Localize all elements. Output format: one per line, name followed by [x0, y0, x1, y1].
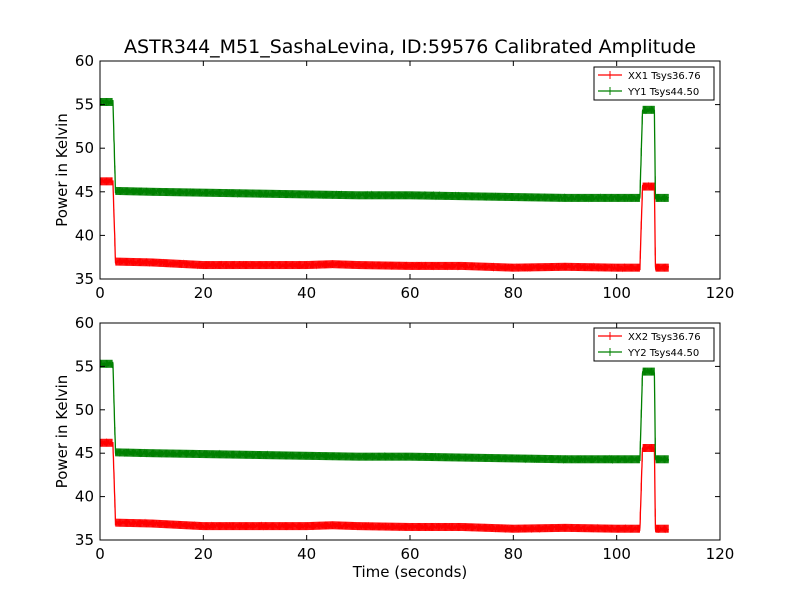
x-tick-label: 80 [504, 545, 523, 563]
y-tick-label: 35 [75, 531, 94, 549]
x-tick-label: 40 [297, 284, 316, 302]
x-tick-label: 80 [504, 284, 523, 302]
x-tick-label: 20 [194, 284, 213, 302]
y-tick-label: 50 [75, 401, 94, 419]
series-markers-1 [100, 177, 669, 272]
legend-label: XX2 Tsys36.76 [628, 332, 701, 343]
plot-area-traces [100, 97, 669, 273]
series-markers-1 [100, 438, 669, 533]
y-axis-label: Power in Kelvin [53, 375, 71, 489]
legend-label: YY2 Tsys44.50 [627, 348, 699, 359]
x-tick-label: 100 [602, 545, 631, 563]
plot-area-traces [100, 359, 669, 534]
y-tick-label: 40 [75, 488, 94, 506]
legend-box [593, 66, 715, 101]
x-axis-label: Time (seconds) [352, 563, 468, 581]
x-tick-label: 120 [706, 545, 735, 563]
x-tick-label: 100 [602, 284, 631, 302]
y-tick-label: 35 [75, 270, 94, 288]
x-tick-label: 60 [400, 545, 419, 563]
y-tick-label: 60 [75, 52, 94, 70]
x-tick-label: 0 [95, 545, 105, 563]
x-tick-label: 20 [194, 545, 213, 563]
panels: 0 20 40 60 80 100 120 35 40 45 50 55 60 Power in Kelv… [53, 52, 734, 563]
chart-panel-2: 0 20 40 60 80 100 120 35 40 45 50 55 60 Power in Kelv… [53, 314, 734, 563]
legend-label: YY1 Tsys44.50 [627, 87, 699, 98]
y-tick-label: 55 [75, 96, 94, 114]
x-tick-label: 0 [95, 284, 105, 302]
y-tick-label: 40 [75, 226, 94, 244]
x-tick-label: 40 [297, 545, 316, 563]
series-markers-2 [100, 97, 669, 202]
series-markers-2 [100, 359, 669, 464]
y-tick-label: 45 [75, 444, 94, 462]
chart-panel-1: 0 20 40 60 80 100 120 35 40 45 50 55 60 Power in Kelv… [53, 52, 734, 302]
x-tick-label: 60 [400, 284, 419, 302]
y-axis-label: Power in Kelvin [53, 113, 71, 227]
y-tick-label: 55 [75, 357, 94, 375]
legend: XX2 Tsys36.76 YY2 Tsys44.50 [593, 327, 715, 362]
legend-box [593, 327, 715, 362]
y-tick-label: 60 [75, 314, 94, 332]
legend-label: XX1 Tsys36.76 [628, 71, 701, 82]
figure-title: ASTR344_M51_SashaLevina, ID:59576 Calibr… [124, 36, 696, 58]
x-tick-label: 120 [706, 284, 735, 302]
y-tick-label: 50 [75, 139, 94, 157]
legend: XX1 Tsys36.76 YY1 Tsys44.50 [593, 66, 715, 101]
y-tick-label: 45 [75, 183, 94, 201]
